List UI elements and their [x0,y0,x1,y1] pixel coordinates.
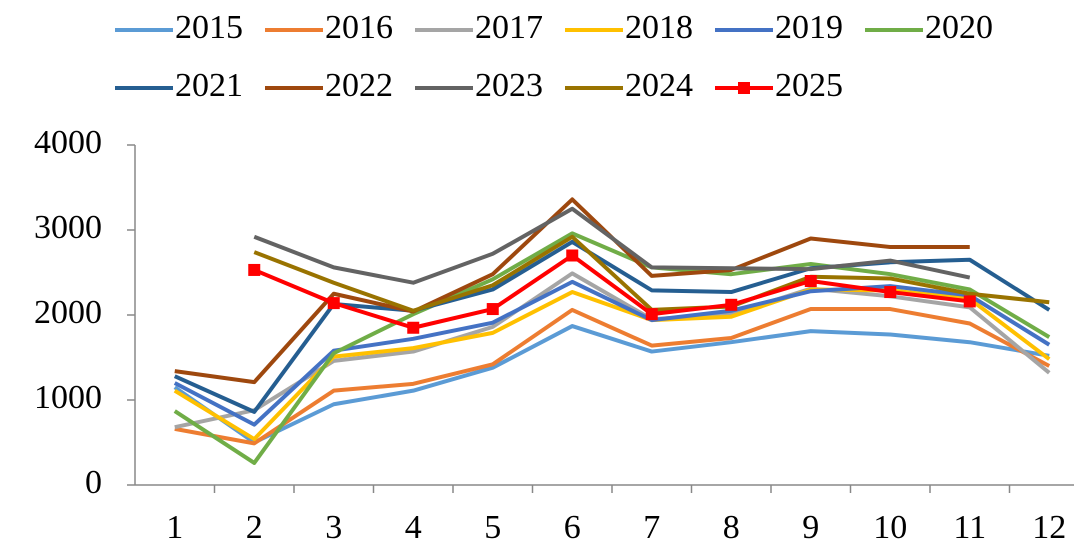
legend-label: 2025 [775,67,843,104]
point-marker [486,303,499,316]
point-marker [248,263,261,276]
legend-label: 2016 [325,9,393,46]
point-marker [327,297,340,310]
series-line [173,279,1051,427]
y-tick-label: 2000 [34,294,102,331]
legend-label: 2024 [625,67,693,104]
series-line [173,324,1050,445]
x-tick-label: 10 [873,509,907,546]
x-tick-label: 8 [723,509,740,546]
x-tick-label: 6 [564,509,581,546]
legend-label: 2021 [175,67,243,104]
x-tick-label: 4 [405,509,422,546]
legend-label: 2020 [925,9,993,46]
point-marker [645,308,658,321]
legend-label: 2023 [475,67,543,104]
point-marker [566,249,579,262]
x-tick-label: 5 [484,509,501,546]
legend-label: 2019 [775,9,843,46]
y-tick-label: 0 [85,464,102,501]
point-marker [407,321,420,334]
x-tick-label: 12 [1032,509,1066,546]
x-tick-label: 11 [953,509,986,546]
y-tick-label: 1000 [34,379,102,416]
x-tick-label: 7 [643,509,660,546]
series-line [174,307,1051,446]
legend-label: 2015 [175,9,243,46]
legend-marker [738,82,750,94]
x-tick-label: 9 [802,509,819,546]
series-line [173,231,1051,465]
y-tick-label: 4000 [34,124,102,161]
x-tick-label: 3 [325,509,342,546]
legend-label: 2017 [475,9,543,46]
point-marker [804,275,817,287]
point-marker [884,286,897,299]
series-line [253,253,970,330]
y-tick-label: 3000 [34,209,102,246]
series-line [253,206,971,285]
point-marker [725,298,738,311]
legend-label: 2018 [625,9,693,46]
x-tick-label: 1 [166,509,183,546]
x-tick-label: 2 [246,509,263,546]
legend-label: 2022 [325,67,393,104]
series-line [174,197,970,385]
point-marker [963,295,976,308]
